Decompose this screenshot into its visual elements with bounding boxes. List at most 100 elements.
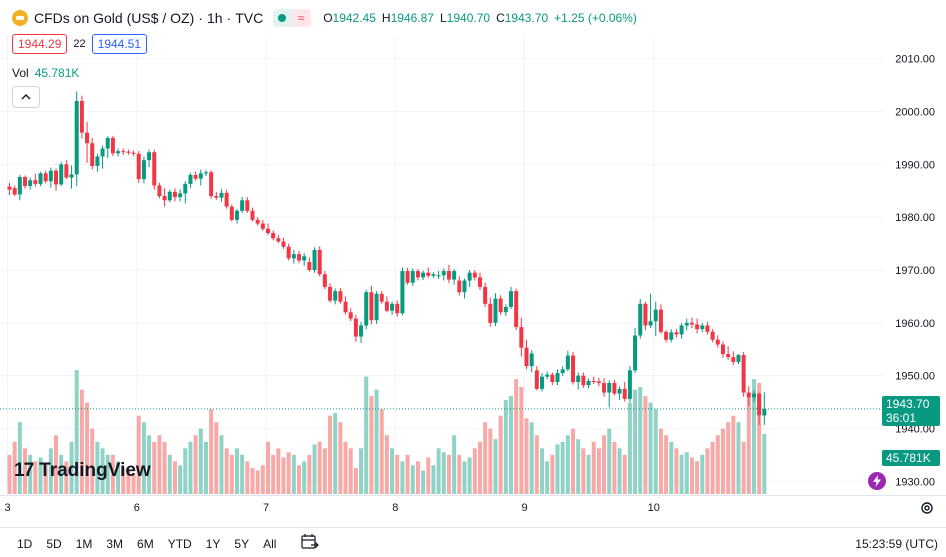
- candle-body: [741, 355, 746, 393]
- range-6m[interactable]: 6M: [137, 536, 154, 551]
- candle-body: [338, 291, 343, 302]
- volume-bar: [715, 435, 720, 494]
- candle-body: [322, 274, 327, 287]
- volume-bar: [757, 383, 762, 494]
- tradingview-logo[interactable]: 17 TradingView: [14, 460, 151, 482]
- volume-bar: [7, 454, 12, 494]
- volume-bar: [426, 457, 431, 494]
- volume-bars: [7, 370, 767, 494]
- market-status[interactable]: ≈: [273, 9, 312, 27]
- time-tick-label: 8: [392, 502, 398, 514]
- volume-bar: [100, 448, 105, 494]
- buy-price-button[interactable]: 1944.51: [91, 34, 148, 54]
- volume-bar: [203, 441, 208, 494]
- volume-bar: [167, 454, 172, 494]
- interval-label[interactable]: 1h: [206, 10, 223, 26]
- volume-bar: [28, 454, 33, 494]
- volume-bar: [441, 452, 446, 494]
- volume-bar: [183, 448, 188, 494]
- candle-body: [731, 357, 736, 362]
- volume-bar: [297, 465, 302, 494]
- time-tick-label: 7: [263, 502, 269, 514]
- range-5d[interactable]: 5D: [46, 536, 62, 551]
- candle-body: [219, 192, 224, 198]
- candle-body: [126, 151, 131, 153]
- candle-body: [59, 164, 64, 185]
- candle-body: [715, 339, 720, 345]
- candle-body: [705, 325, 710, 332]
- volume-bar: [638, 386, 643, 494]
- candle-body: [545, 374, 550, 377]
- candle-body: [209, 172, 214, 197]
- volume-bar: [483, 422, 488, 494]
- ohlc-key: H: [381, 11, 391, 25]
- volume-bar: [674, 448, 679, 494]
- range-1d[interactable]: 1D: [17, 536, 33, 551]
- volume-bar: [136, 415, 141, 494]
- volume-bar: [705, 448, 710, 494]
- volume-bar: [224, 448, 229, 494]
- price-axis[interactable]: 2010.00 2000.00 1990.00 1980.00 1970.00 1960.…: [895, 54, 935, 489]
- candle-body: [348, 312, 353, 319]
- volume-bar: [410, 465, 415, 494]
- candle-body: [508, 291, 513, 307]
- volume-bar: [172, 461, 177, 494]
- utc-clock[interactable]: 15:23:59 (UTC): [855, 536, 938, 551]
- candle-body: [359, 325, 364, 337]
- candle-body: [596, 381, 601, 384]
- candle-body: [751, 393, 756, 398]
- collapse-legend-button[interactable]: [12, 86, 40, 108]
- range-5y[interactable]: 5Y: [234, 536, 250, 551]
- volume-bar: [710, 441, 715, 494]
- candle-body: [203, 172, 208, 174]
- candle-body: [421, 272, 426, 278]
- candle-body: [674, 332, 679, 335]
- volume-bar: [359, 448, 364, 494]
- ohlc-high: 1946.87: [390, 11, 434, 25]
- volume-bar: [131, 474, 136, 494]
- sell-price-button[interactable]: 1944.29: [12, 34, 68, 54]
- candle-body: [488, 303, 493, 323]
- candle-body: [627, 370, 632, 399]
- candle-body: [477, 277, 482, 287]
- range-ytd[interactable]: YTD: [167, 536, 192, 551]
- last-price-value: 1943.70: [886, 397, 930, 411]
- range-1m[interactable]: 1M: [75, 536, 93, 551]
- candle-body: [576, 375, 581, 382]
- candle-body: [529, 353, 534, 367]
- volume-bar: [188, 441, 193, 494]
- candle-body: [23, 177, 28, 187]
- range-3m[interactable]: 3M: [106, 536, 124, 551]
- candle-body: [353, 318, 358, 337]
- volume-bar: [545, 461, 550, 494]
- price-tick-label: 1980.00: [895, 212, 935, 224]
- candle-body: [312, 249, 317, 270]
- candle-body: [85, 132, 90, 144]
- volume-bar: [281, 457, 286, 494]
- candle-body: [395, 303, 400, 314]
- source-label: TVC: [235, 10, 264, 26]
- volume-bar: [689, 457, 694, 494]
- symbol-title[interactable]: CFDs on Gold (US$ / OZ): [34, 10, 195, 26]
- volume-bar: [162, 441, 167, 494]
- candle-body: [188, 174, 193, 184]
- candle-body: [384, 301, 389, 311]
- goto-date-icon[interactable]: [301, 534, 320, 553]
- volume-bar: [69, 441, 74, 494]
- gear-icon[interactable]: [920, 501, 934, 518]
- time-axis[interactable]: 3 6 7 8 9 10: [4, 502, 659, 514]
- lightning-icon[interactable]: [868, 472, 886, 490]
- ohlc-legend: O1942.45 H1946.87 L1940.70 C1943.70 +1.2…: [323, 11, 637, 25]
- spread-value: 22: [73, 38, 86, 50]
- candle-body: [234, 210, 239, 220]
- range-all[interactable]: All: [263, 536, 277, 551]
- time-tick-label: 6: [134, 502, 140, 514]
- range-1y[interactable]: 1Y: [205, 536, 221, 551]
- chart-header: CFDs on Gold (US$ / OZ) · 1h · TVC ≈ O19…: [12, 8, 637, 28]
- volume-bar: [54, 435, 59, 494]
- candle-body: [266, 228, 270, 234]
- price-tick-label: 1960.00: [895, 318, 935, 330]
- volume-bar: [374, 389, 379, 494]
- volume-bar: [338, 422, 343, 494]
